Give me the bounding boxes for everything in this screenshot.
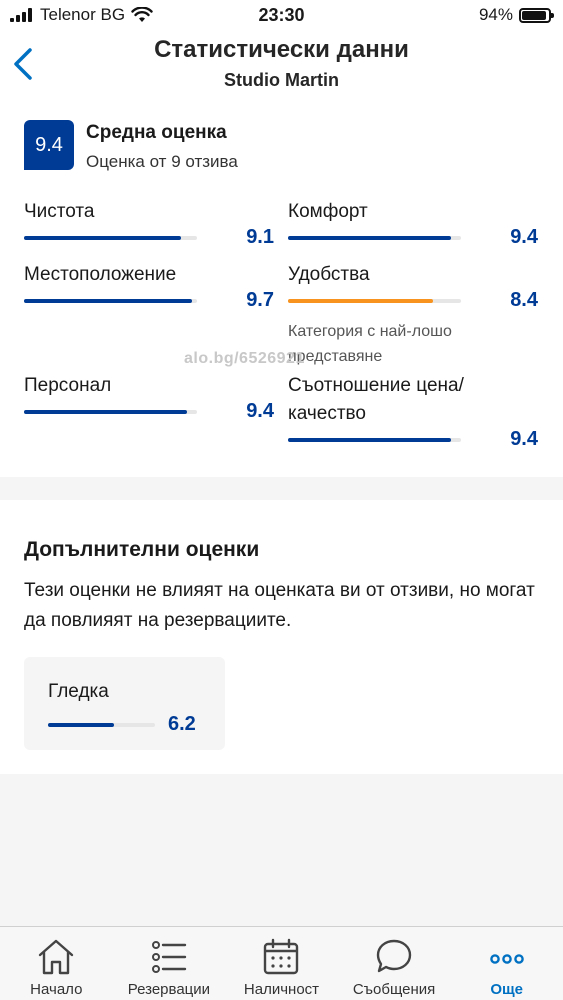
rating-label: Гледка — [48, 681, 109, 702]
category-comfort: Комфорт 9.4 — [288, 198, 538, 254]
more-icon — [489, 954, 524, 964]
average-title: Средна оценка — [86, 122, 227, 143]
watermark: alo.bg/6526921 — [184, 350, 305, 367]
score-bar-fill — [24, 236, 182, 240]
status-left: Telenor BG — [10, 5, 153, 25]
signal-icon — [10, 8, 32, 22]
property-name: Studio Martin — [224, 70, 339, 90]
additional-ratings-section: Допълнителни оценки Тези оценки не влияя… — [0, 500, 563, 774]
calendar-icon — [264, 938, 299, 975]
worst-category-note: Категория с най-лошо представяне — [288, 323, 452, 365]
category-cleanliness: Чистота 9.1 — [24, 198, 274, 254]
score-bar-fill — [288, 236, 451, 240]
review-count: Оценка от 9 отзива — [86, 152, 238, 171]
tab-messages[interactable]: Съобщения — [338, 927, 451, 1000]
page-title: Статистически данни — [154, 36, 409, 63]
score-bar — [288, 438, 461, 442]
tab-bar: Начало Резервации Наличност Съобщения — [0, 926, 563, 1000]
back-button[interactable] — [8, 44, 40, 84]
average-score-badge: 9.4 — [24, 120, 74, 170]
status-bar: Telenor BG 23:30 94% — [0, 0, 563, 32]
tab-more[interactable]: Още — [450, 927, 563, 1000]
ratings-card: 9.4 Средна оценка Оценка от 9 отзива Чис… — [0, 102, 563, 477]
chat-icon — [376, 939, 412, 973]
category-label: Чистота — [24, 201, 95, 222]
category-label: Удобства — [288, 264, 370, 285]
list-icon — [151, 941, 187, 973]
section-title: Допълнителни оценки — [24, 538, 260, 561]
category-score: 9.4 — [510, 428, 538, 450]
category-score: 9.4 — [510, 226, 538, 248]
score-bar-fill — [24, 410, 187, 414]
score-bar-fill — [24, 299, 192, 303]
home-icon — [39, 939, 74, 975]
category-label: Персонал — [24, 375, 112, 396]
score-bar-fill — [288, 438, 451, 442]
tab-label: Съобщения — [352, 981, 436, 998]
category-label: Местоположение — [24, 264, 177, 285]
category-staff: Персонал 9.4 — [24, 372, 274, 428]
category-value-for-money: Съотношение цена/ качество 9.4 — [288, 372, 538, 456]
clock: 23:30 — [258, 5, 305, 25]
score-bar — [288, 299, 461, 303]
category-label: Комфорт — [288, 201, 368, 222]
status-right: 94% — [478, 5, 554, 25]
score-bar — [24, 236, 197, 240]
category-score: 9.1 — [246, 226, 274, 248]
battery-icon — [519, 7, 554, 23]
score-bar — [24, 299, 197, 303]
category-score: 8.4 — [510, 289, 538, 311]
battery-percent: 94% — [478, 5, 513, 24]
rating-card-view: Гледка 6.2 — [24, 657, 225, 750]
carrier-name: Telenor BG — [40, 5, 126, 24]
chevron-left-icon — [14, 48, 32, 80]
category-score: 9.4 — [246, 400, 274, 422]
nav-header: Статистически данни Studio Martin — [0, 32, 563, 102]
tab-label: Резервации — [127, 981, 211, 998]
category-location: Местоположение 9.7 — [24, 261, 274, 317]
tab-reservations[interactable]: Резервации — [113, 927, 226, 1000]
section-description: Тези оценки не влияят на оценката ви от … — [24, 580, 535, 631]
rating-score: 6.2 — [168, 713, 196, 735]
score-bar-fill — [288, 299, 434, 303]
tab-availability[interactable]: Наличност — [225, 927, 338, 1000]
score-bar-fill — [48, 723, 115, 727]
score-bar — [288, 236, 461, 240]
tab-label: Начало — [30, 981, 83, 998]
wifi-icon — [131, 7, 153, 22]
tab-label: Още — [490, 981, 523, 998]
category-label: Съотношение цена/ качество — [288, 375, 464, 424]
tab-home[interactable]: Начало — [0, 927, 113, 1000]
category-facilities: Удобства 8.4 Категория с най-лошо предст… — [288, 261, 538, 369]
category-score: 9.7 — [246, 289, 274, 311]
score-bar — [48, 723, 155, 727]
tab-label: Наличност — [243, 981, 320, 998]
score-bar — [24, 410, 197, 414]
